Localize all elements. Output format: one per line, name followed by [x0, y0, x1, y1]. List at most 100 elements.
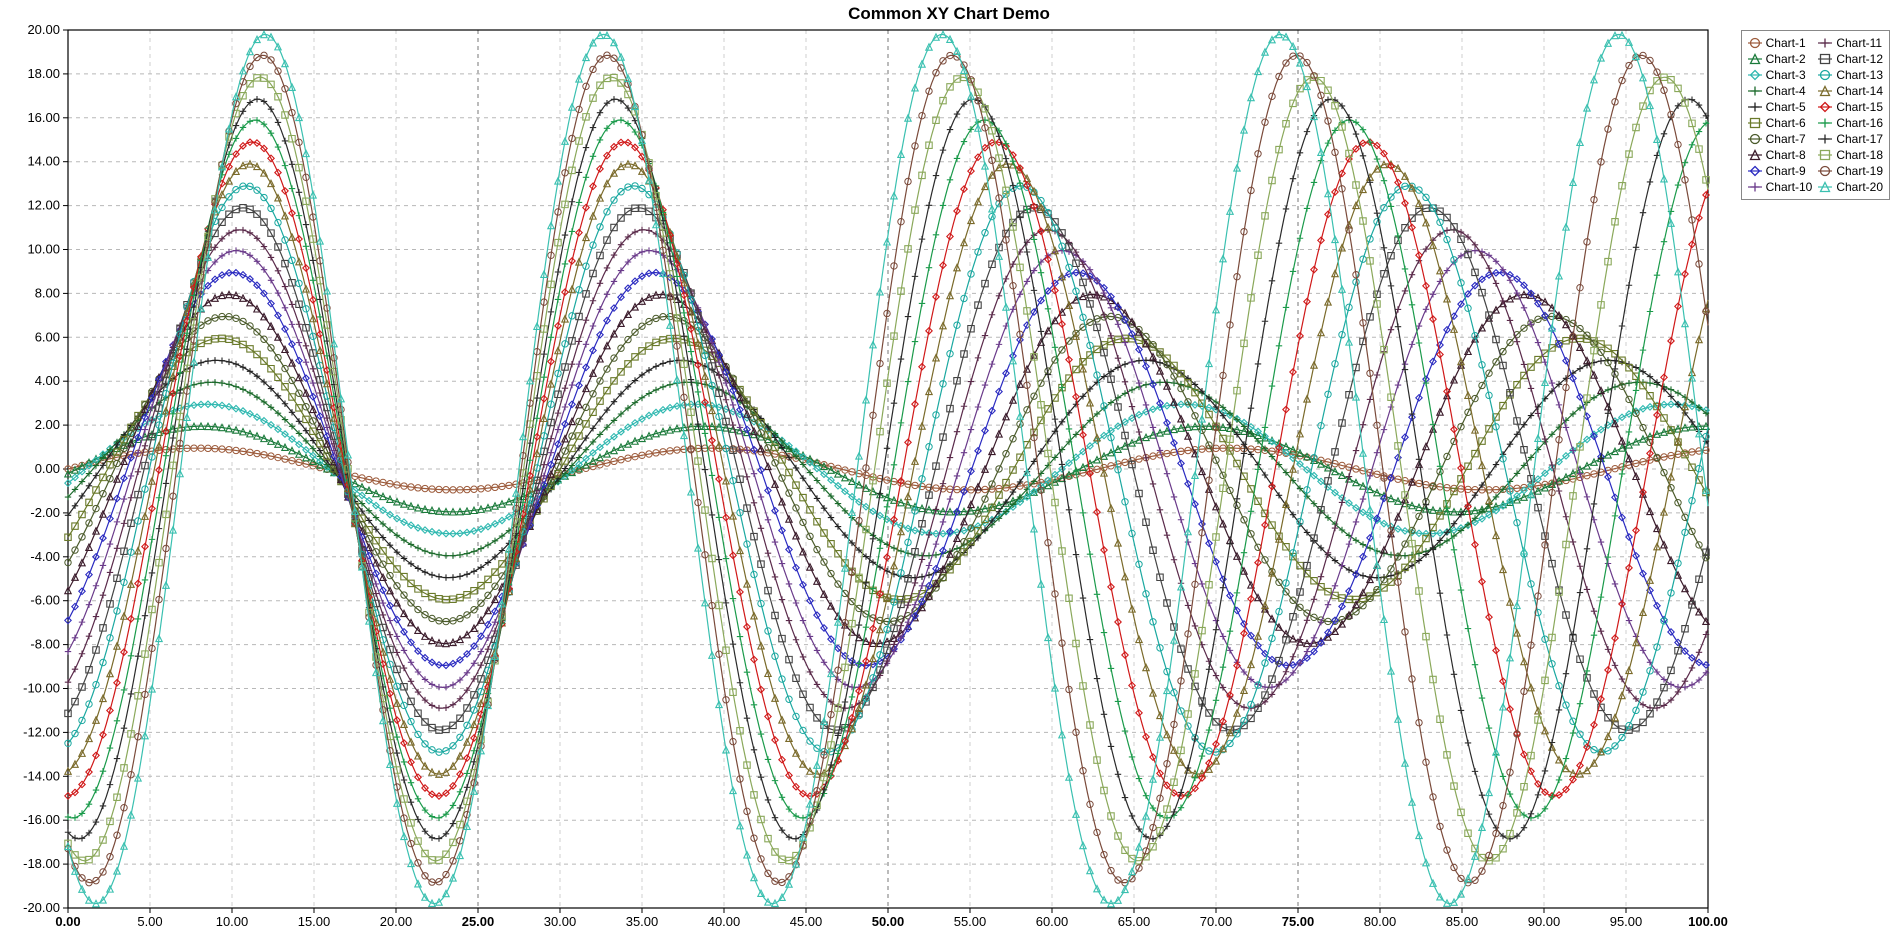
legend-label: Chart-11 [1836, 35, 1882, 51]
y-tick-label: 6.00 [35, 329, 60, 344]
x-tick-label: 40.00 [708, 914, 741, 929]
y-tick-label: 8.00 [35, 285, 60, 300]
y-tick-label: 20.00 [27, 22, 60, 37]
y-tick-label: 14.00 [27, 154, 60, 169]
x-tick-label: 5.00 [137, 914, 162, 929]
legend-item[interactable]: Chart-10 [1748, 179, 1813, 195]
square-icon [1818, 52, 1832, 66]
legend-item[interactable]: Chart-7 [1748, 131, 1813, 147]
y-tick-label: -12.00 [23, 724, 60, 739]
x-tick-label: 15.00 [298, 914, 331, 929]
y-tick-label: -6.00 [30, 593, 60, 608]
triangle-icon [1818, 84, 1832, 98]
legend-label: Chart-18 [1836, 147, 1883, 163]
y-axis-ticks: -20.00 -18.00 -16.00 -14.00 -12.00 -10.00 -8.0… [23, 22, 68, 915]
triangle-icon [1818, 180, 1832, 194]
y-tick-label: -4.00 [30, 549, 60, 564]
y-tick-label: 18.00 [27, 66, 60, 81]
legend-label: Chart-9 [1766, 163, 1806, 179]
y-tick-label: 2.00 [35, 417, 60, 432]
circle-icon [1818, 68, 1832, 82]
legend-item[interactable]: Chart-20 [1818, 179, 1883, 195]
legend-item[interactable]: Chart-19 [1818, 163, 1883, 179]
legend-label: Chart-5 [1766, 99, 1806, 115]
legend-item[interactable]: Chart-17 [1818, 131, 1883, 147]
legend-item[interactable]: Chart-8 [1748, 147, 1813, 163]
legend-item[interactable]: Chart-16 [1818, 115, 1883, 131]
legend-label: Chart-20 [1836, 179, 1883, 195]
legend-item[interactable]: Chart-18 [1818, 147, 1883, 163]
circle-icon [1748, 36, 1762, 50]
triangle-icon [1748, 52, 1762, 66]
x-tick-label: 25.00 [462, 914, 495, 929]
x-tick-label: 35.00 [626, 914, 659, 929]
y-tick-label: 4.00 [35, 373, 60, 388]
legend-item[interactable]: Chart-3 [1748, 67, 1813, 83]
square-icon [1818, 148, 1832, 162]
xy-chart: 0.005.0010.0015.0020.0025.0030.0035.0040… [0, 0, 1898, 941]
legend-label: Chart-7 [1766, 131, 1806, 147]
legend: Chart-1Chart-2Chart-3Chart-4Chart-5Chart… [1741, 30, 1890, 200]
x-tick-label: 45.00 [790, 914, 823, 929]
legend-label: Chart-3 [1766, 67, 1806, 83]
x-tick-label: 95.00 [1610, 914, 1643, 929]
diamond-icon [1748, 164, 1762, 178]
legend-item[interactable]: Chart-2 [1748, 51, 1813, 67]
y-tick-label: -16.00 [23, 812, 60, 827]
legend-item[interactable]: Chart-11 [1818, 35, 1883, 51]
legend-label: Chart-13 [1836, 67, 1883, 83]
chart-container: { "chart": { "type": "line", "title": "C… [0, 0, 1898, 941]
legend-label: Chart-4 [1766, 83, 1806, 99]
plus-icon [1748, 84, 1762, 98]
legend-label: Chart-8 [1766, 147, 1806, 163]
triangle-icon [1748, 148, 1762, 162]
legend-column: Chart-11Chart-12Chart-13Chart-14Chart-15… [1818, 35, 1883, 195]
legend-label: Chart-19 [1836, 163, 1883, 179]
legend-item[interactable]: Chart-1 [1748, 35, 1813, 51]
legend-label: Chart-17 [1836, 131, 1883, 147]
x-tick-label: 20.00 [380, 914, 413, 929]
x-tick-label: 85.00 [1446, 914, 1479, 929]
y-tick-label: -18.00 [23, 856, 60, 871]
y-tick-label: -8.00 [30, 637, 60, 652]
circle-icon [1748, 132, 1762, 146]
x-axis-ticks: 0.005.0010.0015.0020.0025.0030.0035.0040… [55, 908, 1728, 929]
legend-item[interactable]: Chart-5 [1748, 99, 1813, 115]
x-tick-label: 10.00 [216, 914, 249, 929]
x-tick-label: 60.00 [1036, 914, 1069, 929]
x-tick-label: 65.00 [1118, 914, 1151, 929]
legend-item[interactable]: Chart-12 [1818, 51, 1883, 67]
y-tick-label: -20.00 [23, 900, 60, 915]
y-tick-label: -2.00 [30, 505, 60, 520]
legend-column: Chart-1Chart-2Chart-3Chart-4Chart-5Chart… [1748, 35, 1813, 195]
legend-label: Chart-2 [1766, 51, 1806, 67]
legend-label: Chart-10 [1766, 179, 1813, 195]
y-tick-label: 16.00 [27, 110, 60, 125]
legend-item[interactable]: Chart-13 [1818, 67, 1883, 83]
y-tick-label: -14.00 [23, 768, 60, 783]
x-tick-label: 55.00 [954, 914, 987, 929]
y-tick-label: 10.00 [27, 242, 60, 257]
square-icon [1748, 116, 1762, 130]
legend-item[interactable]: Chart-6 [1748, 115, 1813, 131]
y-tick-label: -10.00 [23, 681, 60, 696]
legend-label: Chart-12 [1836, 51, 1883, 67]
diamond-icon [1818, 100, 1832, 114]
legend-label: Chart-6 [1766, 115, 1806, 131]
circle-icon [1818, 164, 1832, 178]
plus-icon [1748, 180, 1762, 194]
legend-item[interactable]: Chart-4 [1748, 83, 1813, 99]
plus-icon [1818, 116, 1832, 130]
diamond-icon [1748, 68, 1762, 82]
legend-label: Chart-1 [1766, 35, 1806, 51]
plus-icon [1818, 132, 1832, 146]
plus-icon [1818, 36, 1832, 50]
x-tick-label: 100.00 [1688, 914, 1728, 929]
legend-item[interactable]: Chart-15 [1818, 99, 1883, 115]
legend-label: Chart-16 [1836, 115, 1883, 131]
legend-item[interactable]: Chart-14 [1818, 83, 1883, 99]
legend-item[interactable]: Chart-9 [1748, 163, 1813, 179]
y-tick-label: 12.00 [27, 198, 60, 213]
x-tick-label: 50.00 [872, 914, 905, 929]
x-tick-label: 75.00 [1282, 914, 1315, 929]
